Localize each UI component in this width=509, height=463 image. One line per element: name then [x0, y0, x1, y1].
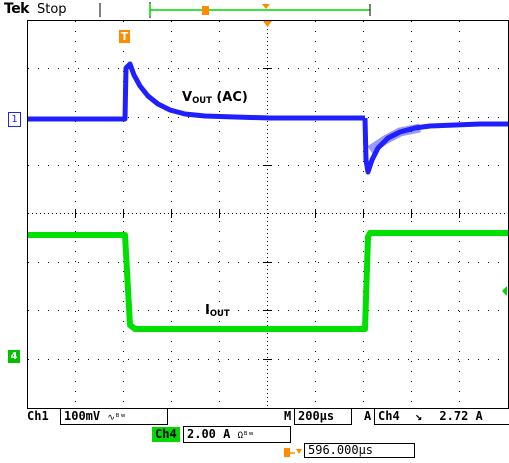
timebase-label: M	[284, 409, 292, 423]
trigger-slope-icon: ↘	[414, 409, 423, 423]
timebase-value[interactable]: 200µs	[294, 408, 352, 425]
acquisition-status: Stop	[37, 2, 67, 17]
trigger-mode-label: A	[364, 409, 372, 423]
trigger-marker[interactable]: T	[119, 30, 130, 43]
ch4-ground-marker[interactable]: 4	[8, 350, 20, 363]
delay-value[interactable]: 596.000µs	[304, 443, 415, 458]
ch4-trace	[28, 230, 508, 332]
delay-icon	[284, 444, 304, 457]
status-bar: Tek Stop	[0, 0, 509, 20]
iout-label: IOUT	[205, 303, 230, 318]
ch1-trace	[28, 61, 508, 175]
brand-logo: Tek	[4, 1, 30, 17]
vout-label: VOUT (AC)	[182, 90, 248, 105]
ch1-readout[interactable]: Ch1	[27, 409, 49, 423]
trigger-readout[interactable]: Ch4 ↘ 2.72 A	[374, 408, 509, 425]
record-position-indicator[interactable]	[90, 0, 390, 20]
ch4-readout[interactable]: Ch4	[152, 427, 180, 442]
ch1-scale-box[interactable]: 100mV ∿ᴮʷ	[60, 408, 168, 425]
ch4-scale-box[interactable]: 2.00 A Ωᴮʷ	[183, 426, 291, 443]
ch1-ground-marker[interactable]: 1	[8, 112, 21, 127]
